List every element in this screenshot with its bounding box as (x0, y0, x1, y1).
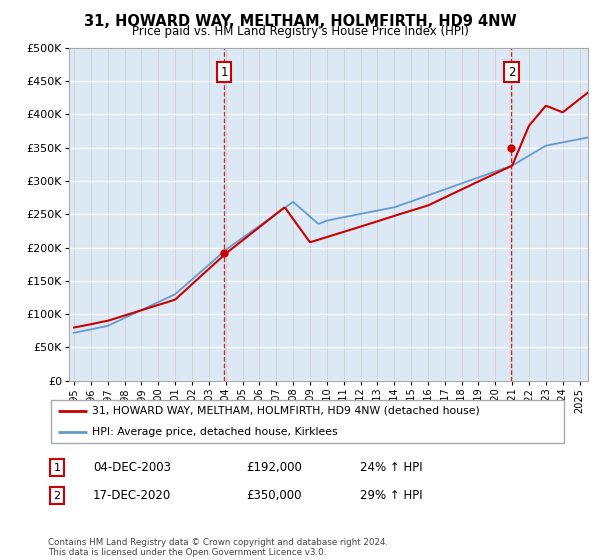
Text: HPI: Average price, detached house, Kirklees: HPI: Average price, detached house, Kirk… (92, 427, 338, 437)
Text: 04-DEC-2003: 04-DEC-2003 (93, 461, 171, 474)
Text: 29% ↑ HPI: 29% ↑ HPI (360, 489, 422, 502)
Text: £350,000: £350,000 (246, 489, 302, 502)
Text: 31, HOWARD WAY, MELTHAM, HOLMFIRTH, HD9 4NW: 31, HOWARD WAY, MELTHAM, HOLMFIRTH, HD9 … (83, 14, 517, 29)
Text: 24% ↑ HPI: 24% ↑ HPI (360, 461, 422, 474)
Text: 2: 2 (508, 66, 515, 79)
Text: 17-DEC-2020: 17-DEC-2020 (93, 489, 171, 502)
Text: £192,000: £192,000 (246, 461, 302, 474)
Text: 1: 1 (53, 463, 61, 473)
Text: 1: 1 (221, 66, 228, 79)
FancyBboxPatch shape (50, 400, 565, 443)
Text: Price paid vs. HM Land Registry's House Price Index (HPI): Price paid vs. HM Land Registry's House … (131, 25, 469, 38)
Text: 2: 2 (53, 491, 61, 501)
Text: Contains HM Land Registry data © Crown copyright and database right 2024.
This d: Contains HM Land Registry data © Crown c… (48, 538, 388, 557)
Text: 31, HOWARD WAY, MELTHAM, HOLMFIRTH, HD9 4NW (detached house): 31, HOWARD WAY, MELTHAM, HOLMFIRTH, HD9 … (92, 406, 480, 416)
